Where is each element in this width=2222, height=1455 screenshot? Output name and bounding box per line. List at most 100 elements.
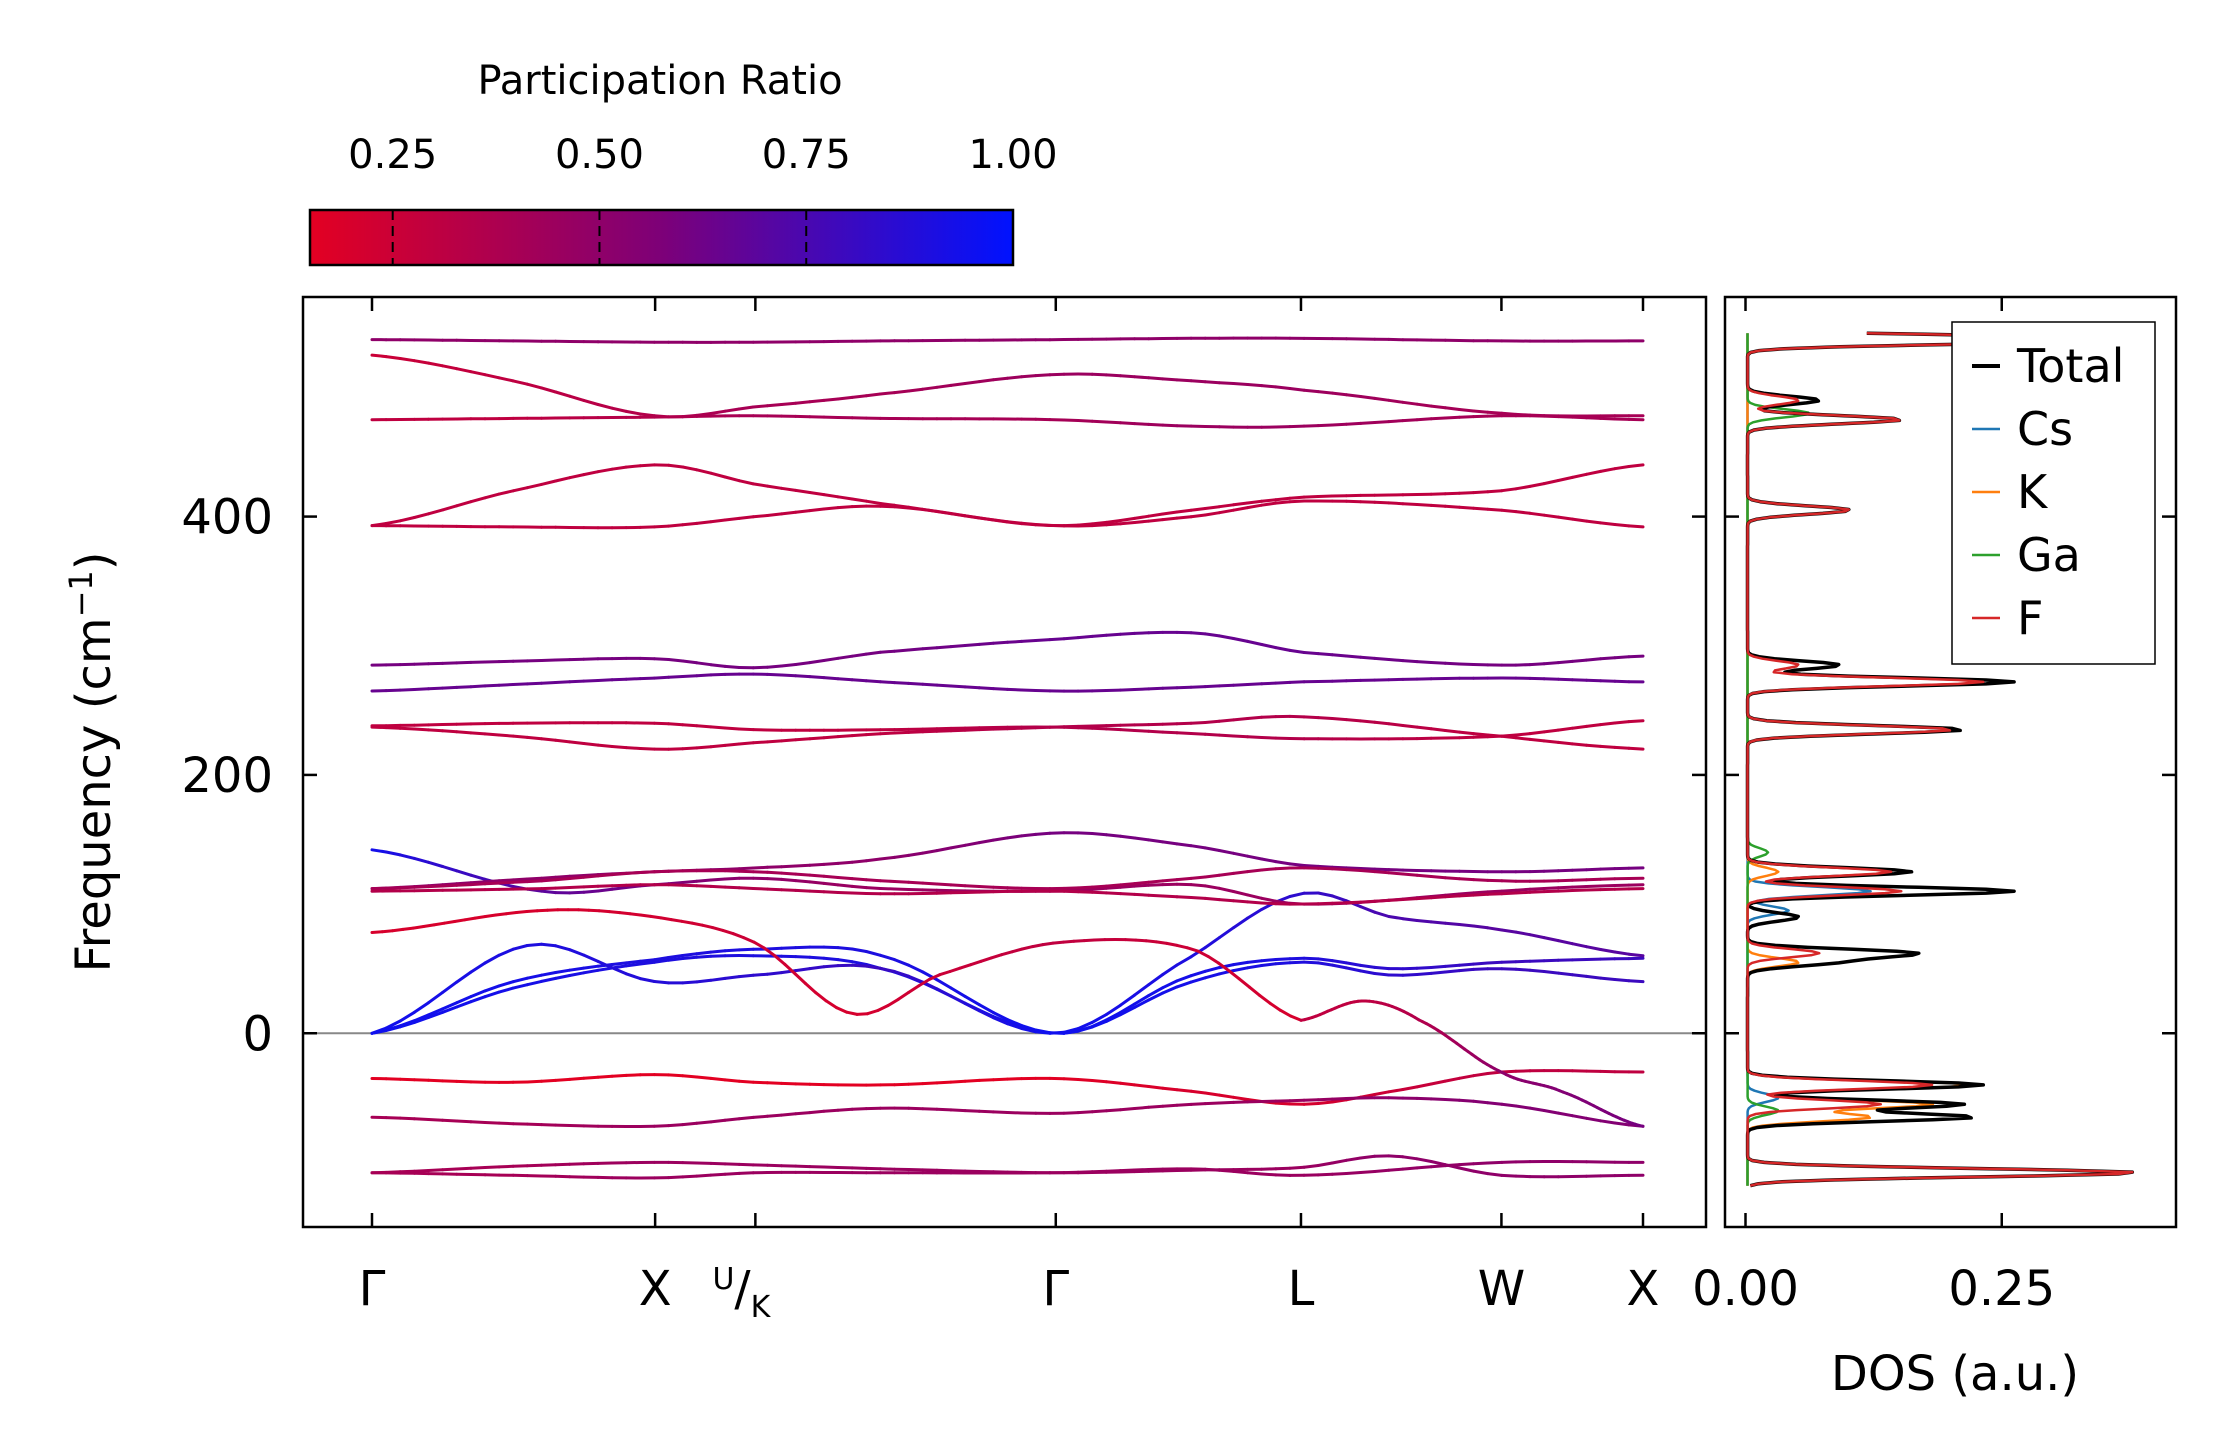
band-segment — [1203, 846, 1221, 852]
band-segment — [1359, 899, 1377, 904]
band-segment — [893, 958, 911, 967]
band-segment — [780, 1081, 798, 1086]
band-segment — [1457, 505, 1475, 510]
band-line — [370, 719, 1645, 741]
band-segment — [1048, 372, 1066, 377]
band-segment — [1006, 1022, 1024, 1030]
band-segment — [582, 964, 600, 970]
band-segment — [568, 394, 586, 402]
band-segment — [709, 1172, 727, 1177]
band-segment — [540, 681, 558, 685]
band-segment — [1288, 714, 1306, 719]
y-tick-label: 0 — [242, 1006, 273, 1062]
band-segment — [596, 467, 614, 474]
band-segment — [963, 642, 981, 647]
band-segment — [991, 518, 1009, 524]
band-segment — [949, 1079, 967, 1084]
band-segment — [1147, 973, 1165, 987]
band-segment — [398, 726, 416, 731]
band-segment — [1076, 1078, 1094, 1082]
band-segment — [864, 886, 882, 890]
band-segment — [1330, 391, 1348, 397]
band-segment — [695, 724, 713, 729]
band-segment — [1429, 1164, 1447, 1169]
band-segment — [1429, 416, 1447, 421]
band-segment — [1302, 495, 1320, 499]
band-segment — [1246, 383, 1264, 388]
band-segment — [582, 884, 600, 889]
legend-label: Ga — [2017, 528, 2081, 582]
band-segment — [384, 726, 402, 730]
band-segment — [1542, 886, 1560, 890]
band-segment — [1302, 1098, 1320, 1102]
band-segment — [878, 504, 896, 509]
band-line — [370, 336, 1645, 344]
band-segment — [540, 1123, 558, 1127]
legend-label: Cs — [2017, 402, 2073, 456]
band-segment — [1316, 891, 1334, 898]
band-segment — [878, 649, 896, 654]
band-segment — [935, 978, 953, 990]
band-segment — [511, 944, 529, 951]
band-segment — [1147, 422, 1165, 427]
band-segment — [921, 682, 939, 687]
band-segment — [469, 731, 487, 736]
band-segment — [1542, 1109, 1560, 1115]
band-segment — [780, 486, 798, 492]
band-segment — [1104, 519, 1122, 524]
band-segment — [384, 355, 402, 360]
band-segment — [1076, 831, 1094, 835]
band-line — [370, 883, 1645, 906]
band-segment — [935, 1107, 953, 1112]
band-segment — [391, 927, 405, 933]
band-segment — [1359, 1154, 1377, 1160]
band-segment — [1161, 1103, 1179, 1108]
band-segment — [935, 846, 953, 853]
band-segment — [1144, 939, 1158, 944]
band-segment — [864, 950, 882, 957]
band-segment — [497, 1121, 515, 1126]
band-segment — [1373, 898, 1391, 903]
band-segment — [596, 743, 614, 748]
band-segment — [568, 875, 586, 880]
band-segment — [907, 730, 925, 734]
band-segment — [1133, 994, 1151, 1006]
band-segment — [1316, 1100, 1334, 1105]
band-segment — [1528, 413, 1546, 418]
band-line — [370, 672, 1645, 693]
band-segment — [568, 890, 586, 895]
band-segment — [398, 1010, 416, 1023]
band-segment — [1237, 977, 1251, 989]
band-segment — [1062, 1027, 1080, 1034]
band-segment — [977, 727, 995, 732]
band-segment — [667, 1123, 685, 1128]
band-segment — [1246, 1171, 1264, 1176]
band-segment — [991, 1077, 1009, 1082]
band-segment — [525, 942, 543, 947]
band-segment — [969, 959, 983, 967]
band-segment — [836, 891, 854, 895]
band-segment — [1344, 1171, 1363, 1175]
band-segment — [1133, 422, 1151, 426]
band-segment — [1457, 1074, 1475, 1080]
band-segment — [1217, 503, 1235, 509]
band-segment — [1104, 1010, 1122, 1022]
band-segment — [494, 912, 508, 917]
band-segment — [1500, 891, 1518, 896]
band-segment — [511, 486, 529, 493]
band-segment — [1316, 494, 1334, 498]
band-segment — [1585, 519, 1603, 525]
band-segment — [1486, 892, 1504, 896]
band-segment — [1076, 887, 1094, 892]
band-segment — [469, 496, 487, 504]
band-segment — [1161, 840, 1179, 846]
band-segment — [1076, 885, 1094, 890]
band-segment — [1443, 1076, 1461, 1083]
band-segment — [1443, 661, 1461, 666]
band-segment — [540, 976, 558, 983]
band-segment — [1203, 684, 1221, 689]
band-segment — [469, 370, 487, 377]
band-segment — [1330, 1172, 1348, 1176]
band-segment — [907, 880, 925, 885]
band-segment — [737, 1079, 755, 1084]
